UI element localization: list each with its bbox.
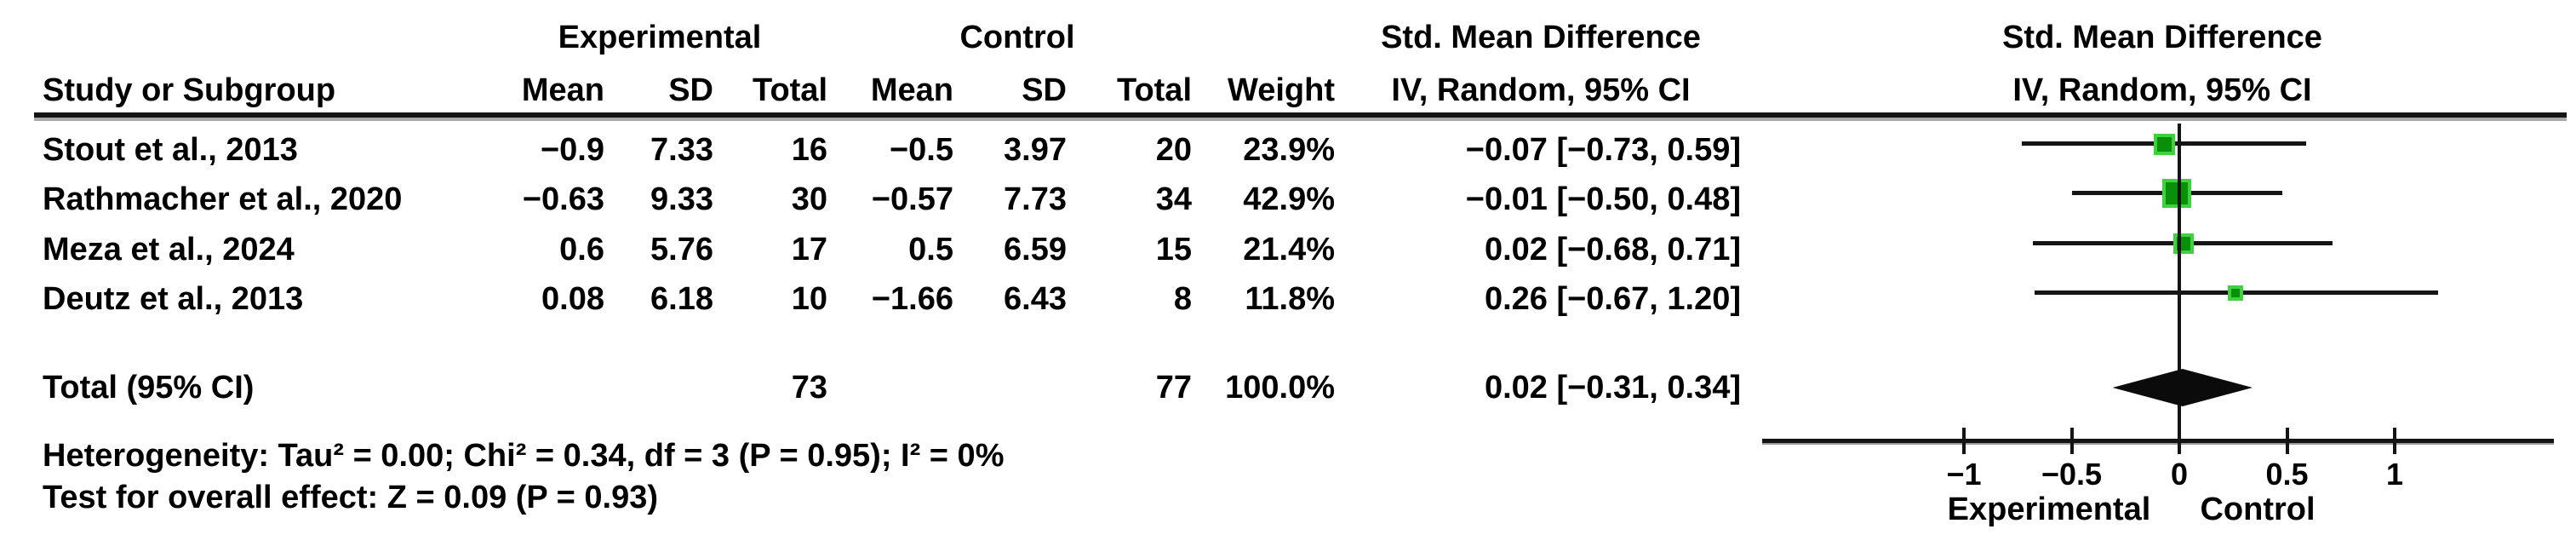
header-separator-shadow (34, 118, 2567, 121)
header-exp-mean: Mean (521, 72, 604, 108)
ctrl-sd-value: 7.73 (1004, 181, 1067, 217)
header-exp-total: Total (753, 72, 827, 108)
ci-text-value: 0.26 [−0.67, 1.20] (1484, 281, 1741, 317)
effect-marker (2162, 179, 2191, 208)
header-exp-sd: SD (668, 72, 713, 108)
header-group-control: Control (959, 20, 1075, 55)
heterogeneity-note: Heterogeneity: Tau² = 0.00; Chi² = 0.34,… (43, 438, 1005, 474)
total-ctrl-total: 77 (1155, 370, 1192, 406)
axis-tick (2069, 428, 2074, 454)
exp-sd-value: 7.33 (650, 132, 713, 168)
header-iv-random-text-column: IV, Random, 95% CI (1391, 72, 1691, 108)
header-ctrl-total: Total (1117, 72, 1192, 108)
total-ci-text: 0.02 [−0.31, 0.34] (1484, 370, 1741, 406)
ctrl-mean-value: −0.57 (871, 181, 953, 217)
ctrl-sd-value: 6.59 (1004, 232, 1067, 267)
effect-marker (2173, 233, 2194, 254)
x-axis-shadow (1762, 443, 2554, 445)
exp-total-value: 17 (791, 232, 827, 267)
header-ctrl-sd: SD (1022, 72, 1067, 108)
header-separator-line (34, 112, 2567, 118)
effect-marker (2154, 134, 2175, 155)
axis-tick-label: −0.5 (2041, 457, 2103, 492)
ctrl-sd-value: 6.43 (1004, 281, 1067, 317)
axis-tick-label: −1 (1946, 457, 1982, 492)
total-row-label: Total (95% CI) (43, 370, 255, 406)
study-name: Deutz et al., 2013 (43, 281, 304, 317)
x-axis-label-experimental: Experimental (1947, 492, 2151, 527)
header-weight: Weight (1228, 72, 1335, 108)
exp-mean-value: −0.63 (522, 181, 604, 217)
exp-total-value: 10 (791, 281, 827, 317)
effect-marker (2228, 285, 2243, 301)
axis-tick (1962, 428, 1966, 454)
ci-text-value: −0.07 [−0.73, 0.59] (1465, 132, 1741, 168)
weight-value: 21.4% (1243, 232, 1335, 267)
ci-text-value: 0.02 [−0.68, 0.71] (1484, 232, 1741, 267)
ctrl-total-value: 15 (1155, 232, 1192, 267)
ctrl-mean-value: −1.66 (871, 281, 953, 317)
exp-sd-value: 6.18 (650, 281, 713, 317)
ctrl-mean-value: 0.5 (908, 232, 953, 267)
ctrl-total-value: 34 (1155, 181, 1192, 217)
exp-sd-value: 5.76 (650, 232, 713, 267)
pooled-effect-diamond (2112, 369, 2253, 406)
zero-reference-line (2178, 124, 2181, 442)
axis-tick (2285, 428, 2289, 454)
x-axis-label-control: Control (2200, 492, 2316, 527)
header-smd-plot-column: Std. Mean Difference (2002, 20, 2322, 55)
axis-tick (2178, 428, 2181, 454)
study-name: Stout et al., 2013 (43, 132, 298, 168)
axis-tick (2393, 428, 2396, 454)
header-smd-text-column: Std. Mean Difference (1381, 20, 1701, 55)
overall-effect-note: Test for overall effect: Z = 0.09 (P = 0… (43, 480, 659, 515)
x-axis-line (1762, 439, 2554, 443)
study-name: Rathmacher et al., 2020 (43, 181, 403, 217)
axis-tick-label: 0 (2170, 457, 2189, 492)
exp-sd-value: 9.33 (650, 181, 713, 217)
header-ctrl-mean: Mean (870, 72, 953, 108)
axis-tick-label: 1 (2385, 457, 2404, 492)
axis-tick-label: 0.5 (2265, 457, 2309, 492)
exp-mean-value: 0.6 (559, 232, 604, 267)
ctrl-total-value: 8 (1173, 281, 1192, 317)
exp-total-value: 30 (791, 181, 827, 217)
weight-value: 23.9% (1243, 132, 1335, 168)
ci-text-value: −0.01 [−0.50, 0.48] (1465, 181, 1741, 217)
exp-total-value: 16 (791, 132, 827, 168)
header-group-experimental: Experimental (558, 20, 762, 55)
exp-mean-value: −0.9 (540, 132, 604, 168)
ctrl-sd-value: 3.97 (1004, 132, 1067, 168)
study-name: Meza et al., 2024 (43, 232, 295, 267)
total-exp-total: 73 (791, 370, 827, 406)
header-study-or-subgroup: Study or Subgroup (43, 72, 336, 108)
ctrl-total-value: 20 (1155, 132, 1192, 168)
weight-value: 42.9% (1243, 181, 1335, 217)
exp-mean-value: 0.08 (541, 281, 604, 317)
header-iv-random-plot-column: IV, Random, 95% CI (2012, 72, 2312, 108)
ctrl-mean-value: −0.5 (889, 132, 953, 168)
weight-value: 11.8% (1245, 281, 1335, 317)
total-weight: 100.0% (1225, 370, 1335, 406)
